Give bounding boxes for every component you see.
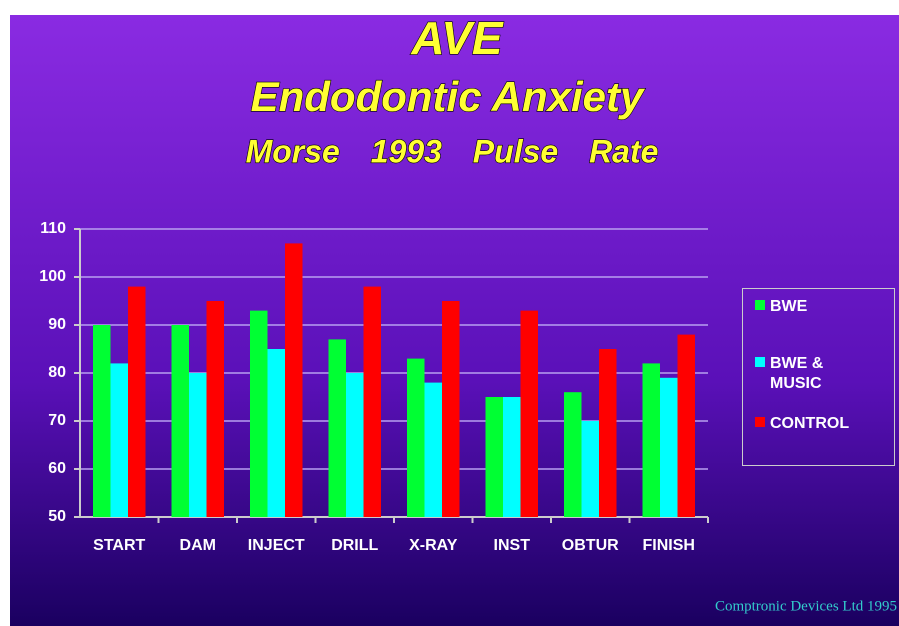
- legend-item: BWE & MUSIC: [755, 354, 895, 394]
- bar: [93, 325, 111, 517]
- bar: [425, 383, 443, 517]
- bar: [268, 349, 286, 517]
- bar: [285, 243, 303, 517]
- bar: [189, 373, 207, 517]
- bar: [442, 301, 460, 517]
- legend: BWE BWE & MUSIC CONTROL: [742, 288, 895, 466]
- bar: [486, 397, 504, 517]
- legend-label: BWE & MUSIC: [770, 354, 845, 394]
- bar: [207, 301, 225, 517]
- y-tick-label: 110: [40, 220, 66, 237]
- bar: [660, 378, 678, 517]
- bar: [250, 311, 268, 517]
- legend-swatch: [755, 300, 765, 310]
- x-tick-label: INST: [494, 537, 531, 554]
- y-tick-label: 80: [48, 364, 66, 381]
- legend-item: CONTROL: [755, 414, 895, 434]
- chart-title: AVE: [410, 12, 503, 64]
- bar: [678, 335, 696, 517]
- legend-item: BWE: [755, 297, 895, 317]
- x-tick-label: OBTUR: [562, 537, 619, 554]
- chart-subtitle: Morse 1993 Pulse Rate: [246, 133, 659, 169]
- y-tick-label: 50: [48, 508, 66, 525]
- bar: [111, 363, 129, 517]
- legend-swatch: [755, 417, 765, 427]
- footer: Comptronic Devices Ltd 1995: [715, 598, 897, 614]
- x-tick-label: DAM: [180, 537, 216, 554]
- bar: [407, 359, 425, 517]
- bar: [364, 287, 382, 517]
- legend-swatch: [755, 357, 765, 367]
- bar: [329, 339, 347, 517]
- bar: [564, 392, 582, 517]
- bar: [128, 287, 146, 517]
- x-tick-label: FINISH: [643, 537, 695, 554]
- y-tick-label: 100: [39, 268, 66, 285]
- bar: [643, 363, 661, 517]
- slide: AVE Endodontic Anxiety Morse 1993 Pulse …: [0, 0, 899, 626]
- bar: [503, 397, 521, 517]
- x-tick-label: X-RAY: [409, 537, 458, 554]
- bar: [521, 311, 539, 517]
- legend-label: CONTROL: [770, 414, 845, 434]
- bar: [346, 373, 364, 517]
- bar: [599, 349, 617, 517]
- x-tick-label: START: [93, 537, 145, 554]
- chart-subtitle: Endodontic Anxiety: [251, 73, 646, 120]
- bar: [582, 421, 600, 517]
- y-tick-label: 60: [48, 460, 66, 477]
- bar: [172, 325, 190, 517]
- legend-label: BWE: [770, 297, 845, 317]
- y-tick-label: 70: [48, 412, 66, 429]
- x-tick-label: DRILL: [331, 537, 378, 554]
- y-tick-label: 90: [48, 316, 66, 333]
- x-tick-label: INJECT: [248, 537, 305, 554]
